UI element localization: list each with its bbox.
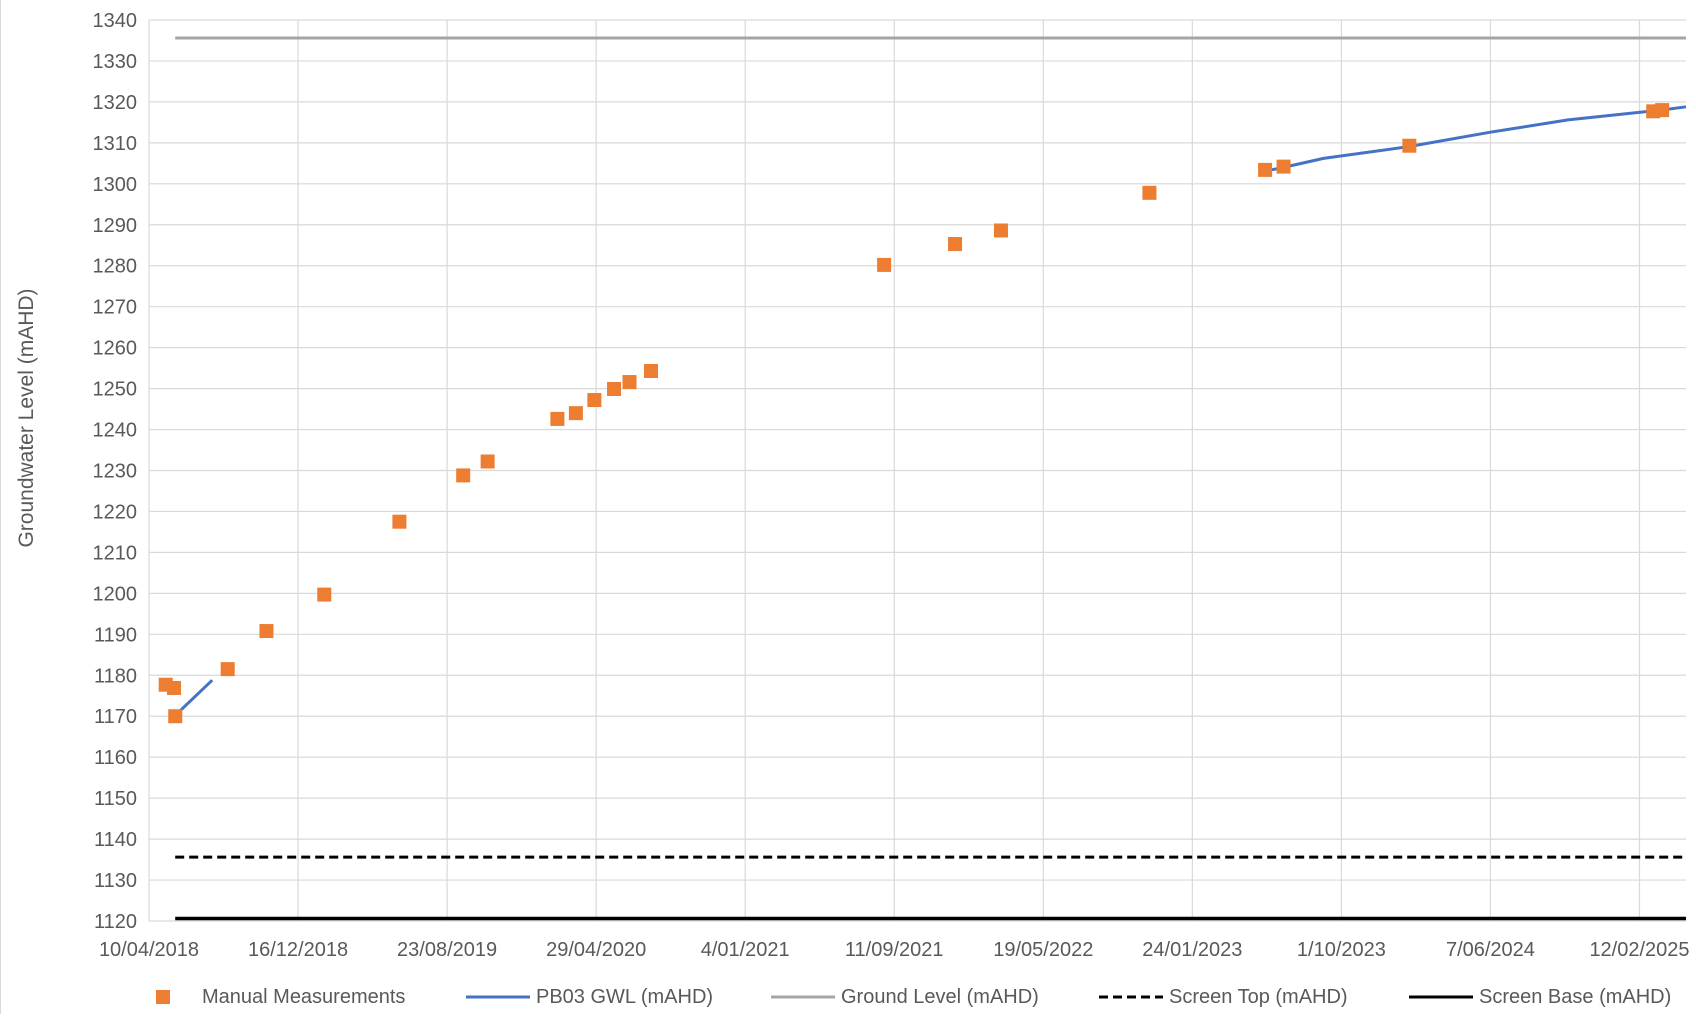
y-tick-label: 1290 — [93, 215, 138, 237]
manual-measurement-point — [167, 680, 182, 695]
x-tick-label: 11/09/2021 — [845, 939, 944, 961]
grid-layer — [148, 19, 1686, 922]
manual-measurement-point — [1142, 185, 1157, 200]
legend-label: Ground Level (mAHD) — [841, 986, 1039, 1008]
y-tick-label: 1330 — [93, 51, 138, 73]
x-tick-label: 1/10/2023 — [1297, 939, 1386, 961]
legend-item-manual-measurements: Manual Measurements — [156, 986, 405, 1008]
x-tick-label: 12/02/2025 — [1589, 939, 1689, 961]
x-tick-label: 4/01/2021 — [701, 939, 790, 961]
manual-measurement-point — [168, 709, 183, 724]
y-tick-label: 1240 — [93, 420, 138, 442]
manual-measurement-point — [607, 382, 622, 397]
legend-item-ground-level: Ground Level (mAHD) — [771, 986, 1039, 1008]
legend-item-pb03-gwl: PB03 GWL (mAHD) — [466, 986, 713, 1008]
y-tick-label: 1230 — [93, 461, 138, 483]
y-tick-label: 1270 — [93, 297, 138, 319]
legend-label: Screen Top (mAHD) — [1169, 986, 1348, 1008]
y-tick-label: 1170 — [94, 706, 137, 728]
legend-marker-square — [156, 990, 170, 1004]
y-tick-label: 1150 — [94, 788, 137, 810]
y-tick-label: 1320 — [93, 92, 138, 114]
manual-measurement-point — [317, 587, 332, 602]
manual-measurement-point — [877, 257, 892, 272]
y-tick-label: 1190 — [94, 624, 137, 646]
manual-measurement-point — [1402, 138, 1417, 153]
x-tick-labels: 10/04/2018 16/12/2018 23/08/2019 29/04/2020… — [99, 939, 1690, 961]
gwl-line-layer — [174, 105, 1687, 717]
manual-measurements-layer — [158, 103, 1670, 724]
manual-measurement-point — [456, 468, 471, 483]
y-tick-label: 1260 — [93, 338, 138, 360]
x-tick-label: 29/04/2020 — [546, 939, 646, 961]
x-tick-label: 24/01/2023 — [1142, 939, 1242, 961]
y-tick-label: 1210 — [93, 542, 138, 564]
manual-measurement-point — [587, 393, 602, 408]
y-tick-label: 1310 — [93, 133, 138, 155]
y-tick-label: 1160 — [94, 747, 137, 769]
manual-measurement-point — [1655, 103, 1670, 118]
x-tick-label: 19/05/2022 — [993, 939, 1093, 961]
manual-measurement-point — [643, 363, 658, 378]
y-tick-label: 1280 — [93, 256, 138, 278]
legend-label: Manual Measurements — [202, 986, 405, 1008]
legend: Manual Measurements PB03 GWL (mAHD) Ground… — [156, 986, 1671, 1008]
y-tick-label: 1300 — [93, 174, 138, 196]
reference-lines-layer — [175, 36, 1686, 921]
y-tick-label: 1250 — [93, 379, 138, 401]
y-tick-labels: 1120 1130 1140 1150 1160 1170 1180 1190 1200 1210… — [93, 10, 138, 933]
legend-item-screen-base: Screen Base (mAHD) — [1409, 986, 1671, 1008]
manual-measurement-point — [392, 514, 407, 529]
y-tick-label: 1340 — [93, 10, 138, 32]
legend-label: PB03 GWL (mAHD) — [536, 986, 713, 1008]
y-tick-label: 1140 — [94, 829, 137, 851]
manual-measurement-point — [993, 223, 1008, 238]
y-tick-label: 1130 — [94, 870, 137, 892]
manual-measurement-point — [948, 237, 963, 252]
manual-measurement-point — [550, 411, 565, 426]
y-tick-label: 1120 — [94, 911, 137, 933]
y-tick-label: 1200 — [93, 583, 138, 605]
manual-measurement-point — [622, 375, 637, 390]
manual-measurement-point — [1258, 162, 1273, 177]
legend-item-screen-top: Screen Top (mAHD) — [1099, 986, 1348, 1008]
legend-label: Screen Base (mAHD) — [1479, 986, 1671, 1008]
y-tick-label: 1180 — [94, 665, 137, 687]
y-axis-title: Groundwater Level (mAHD) — [15, 288, 38, 547]
manual-measurement-point — [1276, 159, 1291, 174]
manual-measurement-point — [568, 406, 583, 421]
x-tick-label: 7/06/2024 — [1446, 939, 1535, 961]
y-tick-label: 1220 — [93, 501, 138, 523]
manual-measurement-point — [480, 454, 495, 469]
pb03-gwl-line — [1264, 105, 1687, 173]
x-tick-label: 10/04/2018 — [99, 939, 199, 961]
manual-measurement-point — [220, 662, 235, 677]
manual-measurement-point — [259, 624, 274, 639]
x-tick-label: 16/12/2018 — [248, 939, 348, 961]
x-tick-label: 23/08/2019 — [397, 939, 497, 961]
